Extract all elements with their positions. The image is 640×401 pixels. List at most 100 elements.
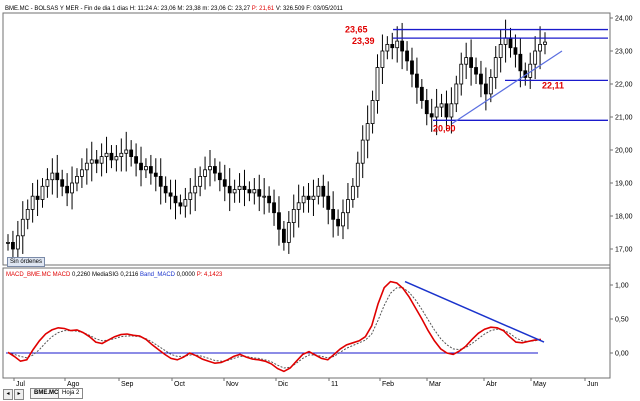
price-bar-body <box>538 44 542 52</box>
x-tick-label: Ago <box>67 381 80 388</box>
price-bar-body <box>277 212 281 230</box>
price-bar-body <box>281 228 286 243</box>
price-bar-body <box>134 156 138 164</box>
tab-scroll-left[interactable]: ◂ <box>3 389 13 400</box>
macd-header: MACD_BME.MC MACD 0,2260 MediaSIG 0,2116 … <box>6 272 223 278</box>
tab-scroll-right[interactable]: ▸ <box>14 389 24 400</box>
x-tick-label: Oct <box>174 381 185 388</box>
price-bar-body <box>168 192 173 197</box>
price-y-tick-label: 20,00 <box>615 148 633 155</box>
x-tick-label: Abr <box>486 381 498 388</box>
price-y-tick-label: 23,00 <box>615 49 633 56</box>
sin-ordenes-button[interactable]: Sin órdenes <box>7 257 46 267</box>
price-bar-body <box>316 185 321 197</box>
price-bar-body <box>213 166 217 174</box>
price-bar-body <box>444 103 449 118</box>
price-bar-body <box>410 60 414 75</box>
price-bar-body <box>321 185 326 197</box>
price-bar-body <box>311 195 316 200</box>
macd-signal-line <box>7 287 542 369</box>
price-bar-body <box>390 44 395 49</box>
macd-y-tick-label: 1,00 <box>615 283 629 290</box>
price-bar-body <box>415 73 419 88</box>
x-tick-label: Jun <box>587 381 598 388</box>
macd-chart <box>6 280 545 373</box>
price-bar-body <box>331 208 336 220</box>
price-bar-body <box>464 57 469 65</box>
price-bar-body <box>503 37 508 45</box>
macd-y-tick-label: 0,50 <box>615 317 629 324</box>
x-tick-label: Mar <box>429 381 442 388</box>
x-tick-label: 11 <box>331 381 338 388</box>
price-bar-body <box>498 44 503 59</box>
price-bar-body <box>153 172 158 177</box>
price-bar-body <box>109 152 114 161</box>
price-bar-body <box>144 166 148 171</box>
price-bar-body <box>50 172 55 181</box>
price-bar-body <box>79 169 84 177</box>
price-bar-body <box>257 189 262 197</box>
tab-hoja-2[interactable]: Hoja 2 <box>58 388 84 399</box>
price-bar-body <box>75 175 79 184</box>
x-tick-label: Dic <box>278 381 289 388</box>
price-bar-body <box>84 162 89 171</box>
price-bar-body <box>380 50 385 68</box>
price-bar-body <box>40 185 45 200</box>
price-bar-body <box>355 162 360 187</box>
price-bar-body <box>148 166 153 174</box>
price-bar-body <box>508 37 513 49</box>
price-bar-body <box>365 123 370 141</box>
price-bar-body <box>459 63 464 85</box>
price-bar-body <box>518 53 523 72</box>
price-bar-body <box>400 40 405 52</box>
price-chart <box>6 19 547 264</box>
price-bar-body <box>208 166 212 171</box>
price-bar-body <box>296 202 301 210</box>
price-bar-body <box>252 189 257 194</box>
price-bar-body <box>20 218 25 237</box>
price-bar-body <box>326 195 331 210</box>
price-bar-body <box>35 195 40 200</box>
price-y-tick-label: 21,00 <box>615 115 633 122</box>
price-bar-body <box>454 83 459 105</box>
price-bar-body <box>424 100 429 115</box>
price-bar-body <box>114 156 119 161</box>
price-bar-body <box>94 159 99 164</box>
price-bar-body <box>227 185 232 194</box>
price-bar-body <box>89 159 94 164</box>
price-bar-body <box>70 182 74 194</box>
price-bar-body <box>217 172 222 181</box>
price-bar-body <box>104 152 109 158</box>
price-bar-body <box>183 199 188 207</box>
price-bar-body <box>513 47 518 55</box>
price-bar-body <box>247 189 252 194</box>
price-header: BME.MC - BOLSAS Y MER - Fin de dia 1 dia… <box>5 6 344 12</box>
price-bar-body <box>346 199 350 214</box>
price-bar-body <box>419 86 424 101</box>
price-y-tick-label: 19,00 <box>615 181 633 188</box>
price-bar-body <box>173 195 178 204</box>
price-bar-body <box>45 179 50 187</box>
price-bar-body <box>60 179 65 187</box>
price-bar-body <box>232 189 237 194</box>
macd-descending-trendline <box>404 280 545 343</box>
macd-y-axis: 0,00 0,50 1,00 <box>610 283 629 358</box>
price-bar-body <box>163 185 168 194</box>
price-bar-body <box>65 185 70 194</box>
price-bar-body <box>30 195 35 210</box>
price-bar-body <box>301 195 306 204</box>
price-bar-body <box>203 169 207 177</box>
price-bar-body <box>237 185 242 191</box>
price-bar-body <box>25 208 30 220</box>
x-tick-label: Jul <box>16 381 25 388</box>
price-y-axis: 17,00 18,00 19,00 20,00 21,00 22,00 23,00 24,00 <box>610 16 633 254</box>
price-bar-body <box>434 106 439 118</box>
price-bar-body <box>429 113 434 118</box>
x-tick-label: May <box>533 381 547 388</box>
price-bar-body <box>350 185 355 200</box>
x-tick-label: Sep <box>121 381 134 388</box>
annotation-label: 23,39 <box>352 36 375 46</box>
x-tick-label: Feb <box>382 381 394 388</box>
